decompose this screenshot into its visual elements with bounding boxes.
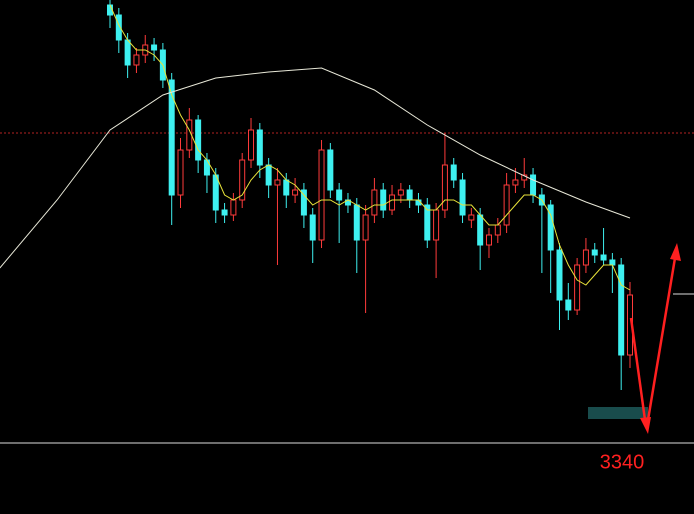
candle-body (353, 204, 360, 241)
candle-body (530, 174, 537, 196)
arrow-down-shaft (629, 317, 647, 421)
candle-body (424, 204, 431, 241)
candle-body (177, 149, 184, 196)
candle-body (574, 264, 581, 311)
candle-body (433, 209, 440, 241)
candle-body (327, 149, 334, 191)
candle-body (468, 214, 475, 221)
candle-body (309, 214, 316, 241)
candle-body (292, 189, 299, 196)
candle-body (115, 14, 122, 41)
candle-body (547, 204, 554, 251)
candle-body (618, 264, 625, 356)
moving-average-line (109, 4, 631, 291)
candle-body (212, 174, 219, 211)
candle-body (441, 164, 448, 211)
candle-body (300, 189, 307, 216)
candle-body (565, 299, 572, 311)
candle-body (494, 224, 501, 236)
arrows (629, 243, 681, 434)
candle-body (389, 194, 396, 211)
candle-body (195, 119, 202, 161)
candle-body (477, 214, 484, 246)
candle-body (221, 209, 228, 216)
candle-body (600, 254, 607, 261)
candle-body (380, 189, 387, 211)
candle-body (256, 129, 263, 166)
moving-average-line (0, 67, 631, 269)
price-label: 3340 (600, 451, 645, 473)
candle-body (406, 189, 413, 201)
arrow-down-head (640, 417, 651, 434)
candle-body (556, 249, 563, 301)
candle-body (362, 214, 369, 241)
candle-body (485, 234, 492, 246)
candle-body (239, 159, 246, 201)
candle-body (503, 184, 510, 226)
blurred-label (588, 407, 648, 419)
arrow-up-head (670, 243, 681, 261)
candle-body (318, 149, 325, 241)
candle-body (450, 164, 457, 181)
candle-body (124, 39, 131, 66)
arrow-up-shaft (646, 257, 677, 421)
plot-area (0, 0, 694, 444)
candle-body (265, 164, 272, 186)
candle-body (151, 44, 158, 51)
candle-body (274, 179, 281, 186)
candle-body (133, 54, 140, 66)
candle-body (397, 189, 404, 196)
candle-body (459, 179, 466, 216)
candle-body (591, 249, 598, 256)
candle-body (248, 129, 255, 161)
candle-body (512, 179, 519, 186)
candle-body (371, 189, 378, 216)
candle-body (336, 189, 343, 201)
candle-body (168, 79, 175, 196)
candle-body (230, 199, 237, 216)
candle-body (609, 259, 616, 266)
candle-body (283, 179, 290, 196)
candle-body (582, 249, 589, 266)
